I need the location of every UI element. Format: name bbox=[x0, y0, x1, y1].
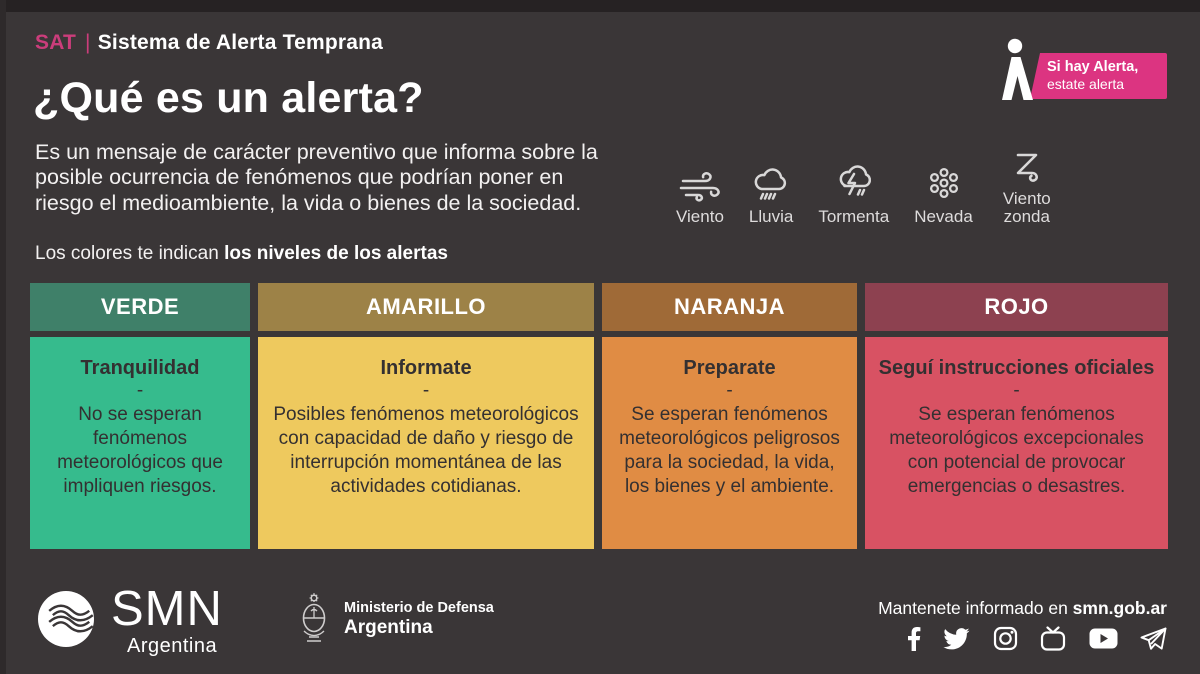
alert-level-rojo: ROJO Seguí instrucciones oficiales - Se … bbox=[865, 283, 1168, 549]
level-card: Informate - Posibles fenómenos meteoroló… bbox=[258, 337, 594, 549]
ministry-name: Ministerio de Defensa bbox=[344, 599, 494, 616]
zonda-icon bbox=[1010, 144, 1044, 186]
level-card: Preparate - Se esperan fenómenos meteoro… bbox=[602, 337, 857, 549]
igtv-icon[interactable] bbox=[1040, 626, 1066, 651]
alert-levels-table: VERDE Tranquilidad - No se esperan fenóm… bbox=[30, 283, 1168, 549]
brand-separator: | bbox=[85, 31, 91, 54]
storm-icon bbox=[830, 162, 878, 204]
youtube-icon[interactable] bbox=[1089, 628, 1118, 649]
phenomenon-viento: Viento bbox=[676, 162, 724, 226]
level-title: Informate bbox=[380, 357, 472, 379]
stay-informed-text: Mantenete informado en smn.gob.ar bbox=[878, 598, 1167, 619]
smn-logo-icon bbox=[35, 586, 101, 658]
coat-of-arms-icon bbox=[296, 592, 332, 646]
brand-sat: SAT bbox=[35, 31, 77, 54]
level-description: Posibles fenómenos meteorológicos con ca… bbox=[273, 403, 579, 497]
phenomenon-label: Lluvia bbox=[748, 206, 794, 226]
level-title: Seguí instrucciones oficiales bbox=[878, 357, 1155, 379]
phenomenon-tormenta: Tormenta bbox=[818, 162, 889, 226]
alert-definition-text: Es un mensaje de carácter preventivo que… bbox=[35, 140, 598, 215]
alert-level-naranja: NARANJA Preparate - Se esperan fenómenos… bbox=[602, 283, 857, 549]
level-card: Seguí instrucciones oficiales - Se esper… bbox=[865, 337, 1168, 549]
facebook-icon[interactable] bbox=[907, 626, 921, 651]
phenomenon-label: Viento zonda bbox=[1002, 189, 1051, 226]
smn-logo: SMN Argentina bbox=[35, 582, 223, 658]
smn-url[interactable]: smn.gob.ar bbox=[1072, 598, 1167, 618]
level-header: VERDE bbox=[30, 283, 250, 331]
ministry-block: Ministerio de Defensa Argentina bbox=[296, 592, 494, 646]
level-separator: - bbox=[422, 380, 430, 401]
level-description: Se esperan fenómenos meteorológicos peli… bbox=[619, 403, 840, 497]
badge-line2: estate alerta bbox=[1047, 75, 1125, 92]
levels-intro: Los colores te indican los niveles de lo… bbox=[35, 243, 448, 265]
campaign-badge: Si hay Alerta, estate alerta bbox=[999, 38, 1167, 100]
phenomenon-label: Tormenta bbox=[818, 206, 890, 226]
ministry-country: Argentina bbox=[344, 616, 433, 638]
phenomenon-viento-zonda: Viento zonda bbox=[998, 144, 1056, 226]
level-title: Tranquilidad bbox=[80, 357, 200, 379]
level-header: AMARILLO bbox=[258, 283, 594, 331]
level-separator: - bbox=[726, 380, 733, 401]
level-title: Preparate bbox=[683, 357, 776, 379]
levels-intro-normal: Los colores te indican bbox=[35, 243, 225, 264]
phenomenon-lluvia: Lluvia bbox=[749, 162, 793, 226]
smn-subtext: Argentina bbox=[127, 634, 218, 657]
twitter-icon[interactable] bbox=[943, 627, 970, 650]
instagram-icon[interactable] bbox=[993, 626, 1018, 651]
stay-informed-normal: Mantenete informado en bbox=[878, 598, 1073, 618]
telegram-icon[interactable] bbox=[1140, 627, 1167, 651]
level-card: Tranquilidad - No se esperan fenómenos m… bbox=[30, 337, 250, 549]
phenomena-row: Viento Lluvia Tormenta bbox=[676, 144, 1056, 226]
wind-icon bbox=[677, 162, 723, 204]
level-header: ROJO bbox=[865, 283, 1168, 331]
smn-wordmark: SMN Argentina bbox=[111, 582, 223, 658]
brand-line: SAT | Sistema de Alerta Temprana bbox=[35, 31, 383, 55]
brand-name: Sistema de Alerta Temprana bbox=[97, 31, 384, 54]
page-title: ¿Qué es un alerta? bbox=[33, 74, 424, 122]
level-header: NARANJA bbox=[602, 283, 857, 331]
alert-level-verde: VERDE Tranquilidad - No se esperan fenóm… bbox=[30, 283, 250, 549]
levels-intro-bold: los niveles de los alertas bbox=[224, 243, 448, 264]
level-separator: - bbox=[1013, 380, 1020, 401]
phenomenon-nevada: Nevada bbox=[914, 162, 973, 226]
frame-left-strip bbox=[0, 0, 6, 674]
snow-icon bbox=[923, 162, 965, 204]
frame-top-strip bbox=[0, 0, 1200, 12]
alert-level-amarillo: AMARILLO Informate - Posibles fenómenos … bbox=[258, 283, 594, 549]
rain-icon bbox=[749, 162, 793, 204]
level-description: No se esperan fenómenos meteorológicos q… bbox=[57, 403, 223, 497]
level-description: Se esperan fenómenos meteorológicos exce… bbox=[889, 403, 1144, 497]
smn-text: SMN bbox=[111, 582, 223, 636]
phenomenon-label: Nevada bbox=[914, 206, 973, 226]
alert-person-icon bbox=[999, 38, 1039, 100]
badge-pink-box: Si hay Alerta, estate alerta bbox=[1030, 53, 1167, 99]
social-icons-row bbox=[907, 626, 1167, 651]
ministry-text: Ministerio de Defensa Argentina bbox=[344, 600, 494, 639]
level-separator: - bbox=[136, 380, 144, 401]
phenomenon-label: Viento bbox=[676, 206, 724, 226]
badge-line1: Si hay Alerta, bbox=[1047, 59, 1139, 75]
